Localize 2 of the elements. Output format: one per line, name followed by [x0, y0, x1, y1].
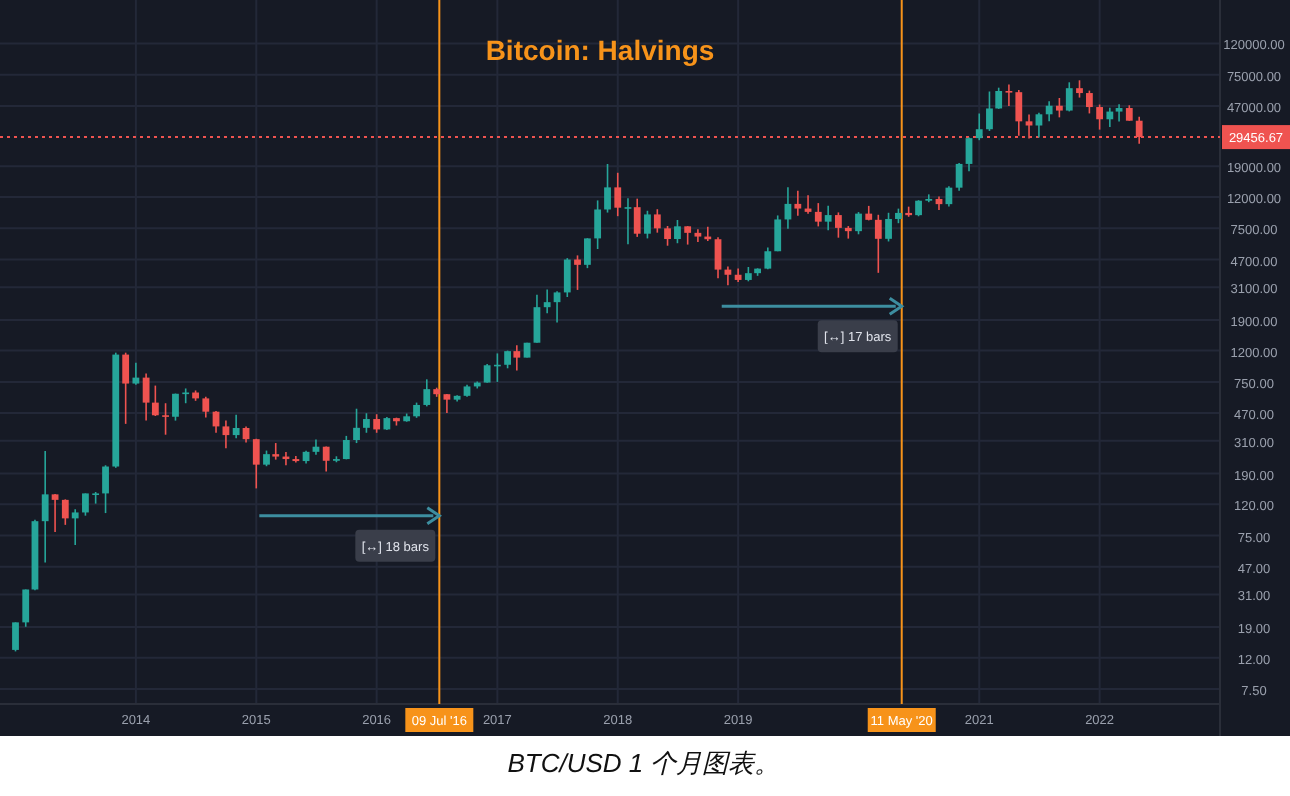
text: Bitcoin: Halvings	[485, 34, 715, 66]
text: BTC/USD 1 个月图表。	[507, 748, 781, 778]
